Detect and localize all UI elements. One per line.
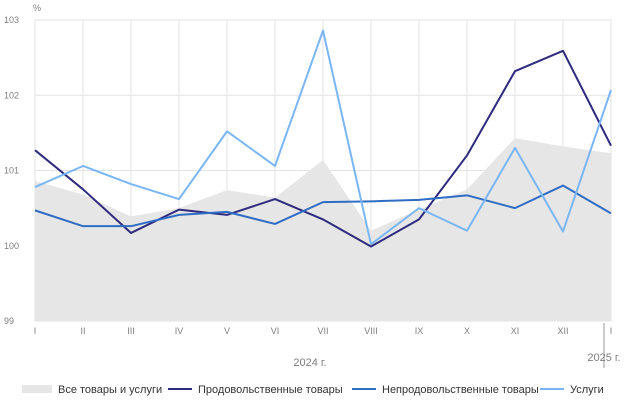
x-tick-label: V [224,326,230,336]
y-tick-label: 99 [4,316,14,326]
x-tick-label: III [127,326,135,336]
year-label: 2025 г. [587,352,620,364]
legend-label: Услуги [570,384,604,396]
legend-swatch [22,385,52,393]
lines-layer [34,29,612,248]
area-layer [35,138,611,321]
x-tick-label: I [34,326,37,336]
y-tick-label: 102 [4,90,19,100]
legend-label: Продовольственные товары [198,384,343,396]
x-tick-label: I [610,326,613,336]
x-tick-label: VIII [364,326,378,336]
y-tick-label: 103 [4,15,19,25]
legend-item: Непродовольственные товары [352,384,539,396]
y-tick-label: 100 [4,241,19,251]
x-tick-label: XII [557,326,568,336]
legend-label: Все товары и услуги [58,384,162,396]
x-tick-label: X [464,326,470,336]
legend-item: Продовольственные товары [168,384,343,396]
legend-label: Непродовольственные товары [382,384,539,396]
x-tick-label: IX [415,326,424,336]
y-tick-label: 101 [4,166,19,176]
legend: Все товары и услуги Продовольственные тов… [22,384,604,396]
legend-item: Услуги [540,384,604,396]
x-tick-label: XI [511,326,520,336]
x-tick-label: IV [175,326,184,336]
x-tick-label: VI [271,326,280,336]
x-tick-label: II [80,326,85,336]
y-unit-label: % [33,3,41,13]
x-tick-label: VII [317,326,328,336]
year-label: 2024 г. [293,357,326,369]
legend-item: Все товары и услуги [22,384,162,396]
area-series-all-goods-services [35,138,611,321]
